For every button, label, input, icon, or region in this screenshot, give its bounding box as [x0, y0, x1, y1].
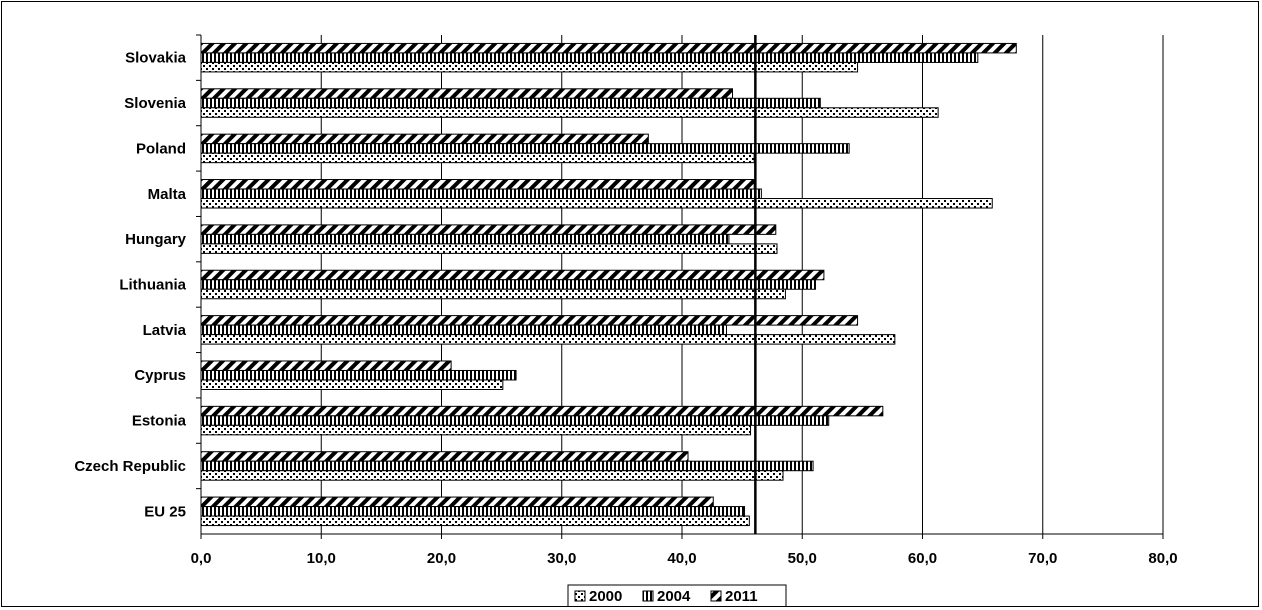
bar-malta-2000 — [200, 198, 993, 209]
category-label: Poland — [136, 140, 186, 157]
bar-hungary-2000 — [200, 243, 778, 254]
x-tick-labels: 0,0 10,0 20,0 30,0 40,0 50,0 60,0 70,0 80,0 — [191, 534, 1178, 567]
category-label: Estonia — [132, 413, 187, 430]
bar-lithuania-2000 — [200, 288, 786, 300]
x-tick-label: 70,0 — [1028, 550, 1057, 567]
category-label: Malta — [148, 186, 187, 203]
category-label: Slovenia — [124, 95, 186, 112]
x-tick-label: 30,0 — [547, 550, 576, 567]
bar-latvia-2004 — [200, 324, 727, 336]
bar-lithuania-2011 — [200, 269, 825, 281]
bar-cyprus-2000 — [200, 379, 504, 390]
bar-slovakia-2000 — [200, 61, 859, 73]
x-tick-label: 10,0 — [307, 550, 336, 567]
legend-label-2000: 2000 — [589, 588, 622, 605]
x-tick-label: 0,0 — [191, 550, 212, 567]
category-label: Latvia — [143, 322, 187, 339]
bar-cyprus-2011 — [200, 360, 452, 371]
bar-czech-republic-2011 — [200, 451, 689, 462]
legend-swatch-2011 — [710, 590, 722, 602]
bar-lithuania-2004 — [200, 279, 816, 290]
x-tick-label: 20,0 — [427, 550, 456, 567]
bar-poland-2004 — [200, 143, 850, 154]
bars — [200, 42, 1017, 527]
category-label: Slovakia — [125, 50, 187, 67]
bar-czech-republic-2004 — [200, 460, 814, 472]
bar-hungary-2004 — [200, 233, 730, 245]
bar-cyprus-2004 — [200, 369, 517, 381]
x-tick-label: 50,0 — [788, 550, 817, 567]
category-label: Cyprus — [134, 367, 186, 384]
category-label: Hungary — [125, 231, 187, 248]
legend-label-2004: 2004 — [657, 588, 691, 605]
bar-estonia-2011 — [200, 405, 884, 417]
legend-label-2011: 2011 — [725, 588, 758, 605]
bar-eu-25-2004 — [200, 506, 746, 517]
bar-slovakia-2004 — [200, 52, 979, 63]
bar-hungary-2011 — [200, 224, 777, 235]
bar-slovenia-2000 — [200, 107, 939, 118]
legend-swatch-2000 — [574, 590, 586, 602]
bar-malta-2011 — [200, 179, 755, 190]
x-tick-label: 80,0 — [1148, 550, 1177, 567]
category-labels: Slovakia Slovenia Poland Malta Hungary Lithua… — [74, 50, 186, 521]
bar-slovakia-2011 — [200, 42, 1017, 54]
bar-malta-2004 — [200, 188, 762, 200]
bar-latvia-2000 — [200, 334, 896, 345]
bar-eu-25-2011 — [200, 496, 714, 508]
category-label: Czech Republic — [74, 458, 186, 475]
bar-estonia-2000 — [200, 424, 752, 436]
bar-eu-25-2000 — [200, 515, 750, 527]
x-tick-label: 60,0 — [908, 550, 937, 567]
bar-slovenia-2004 — [200, 97, 821, 109]
bar-poland-2011 — [200, 133, 649, 145]
x-tick-label: 40,0 — [667, 550, 696, 567]
bar-czech-republic-2000 — [200, 470, 784, 481]
bar-slovenia-2011 — [200, 88, 734, 99]
legend-box — [567, 584, 787, 606]
bar-poland-2000 — [200, 152, 755, 164]
legend: 2000 2004 2011 — [567, 584, 787, 606]
category-label: EU 25 — [144, 503, 186, 520]
legend-swatch-2004 — [642, 590, 654, 602]
bar-latvia-2011 — [200, 315, 859, 326]
bar-estonia-2004 — [200, 415, 830, 426]
category-label: Lithuania — [119, 277, 186, 294]
